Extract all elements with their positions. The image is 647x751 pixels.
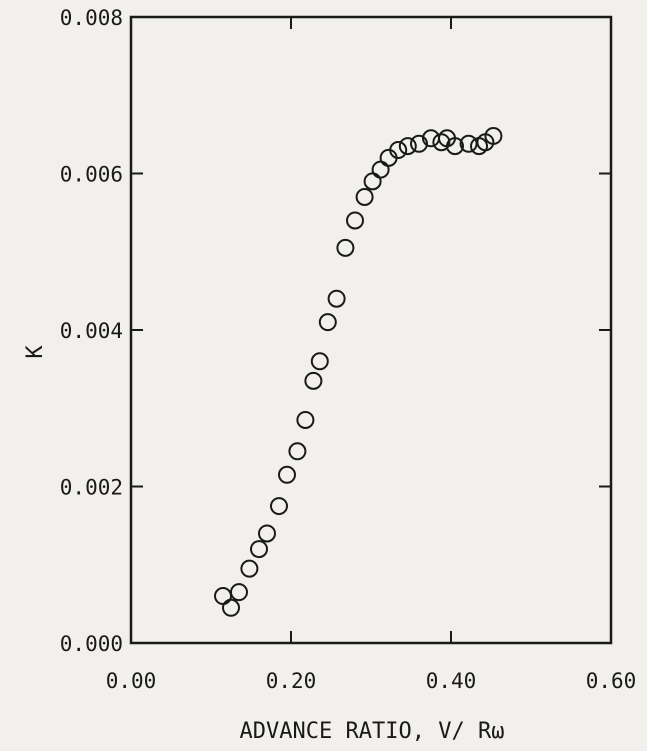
data-point <box>270 497 288 516</box>
data-point <box>222 598 240 617</box>
y-tick-label: 0.006 <box>60 163 123 187</box>
data-point <box>304 371 323 390</box>
data-point <box>410 134 428 153</box>
data-point <box>432 133 451 152</box>
data-point <box>389 141 408 160</box>
data-point <box>250 540 268 559</box>
x-tick-label: 0.60 <box>586 669 637 693</box>
axis-tick-labels: 0.00 0.20 0.40 0.60 0.000 0.002 0.004 0.006 0.00… <box>60 6 637 693</box>
data-point <box>296 410 315 429</box>
x-tick-label: 0.40 <box>426 669 477 693</box>
data-point <box>278 465 296 484</box>
data-point <box>355 187 374 206</box>
data-point <box>484 126 503 145</box>
x-tick-label: 0.20 <box>266 669 317 693</box>
data-point <box>363 172 382 191</box>
data-point <box>336 238 355 257</box>
y-tick-label: 0.008 <box>60 6 123 30</box>
data-points <box>214 126 503 617</box>
data-point <box>398 137 417 156</box>
x-tick-label: 0.00 <box>106 669 157 693</box>
plot-frame <box>129 15 613 645</box>
data-point <box>371 160 390 179</box>
axis-ticks <box>130 16 612 644</box>
data-point <box>310 352 329 371</box>
x-axis-label: ADVANCE RATIO, V/ Rω <box>240 719 505 744</box>
data-point <box>214 587 232 606</box>
data-point <box>258 524 276 543</box>
data-point <box>346 211 364 230</box>
data-point <box>240 559 259 578</box>
data-point <box>288 442 307 461</box>
data-point <box>318 313 337 332</box>
y-axis-label: K <box>23 345 48 359</box>
data-point <box>446 137 464 156</box>
data-point <box>327 289 346 308</box>
data-point <box>230 583 248 602</box>
y-tick-label: 0.004 <box>60 319 123 343</box>
y-tick-label: 0.000 <box>60 632 123 656</box>
y-tick-label: 0.002 <box>60 476 123 500</box>
